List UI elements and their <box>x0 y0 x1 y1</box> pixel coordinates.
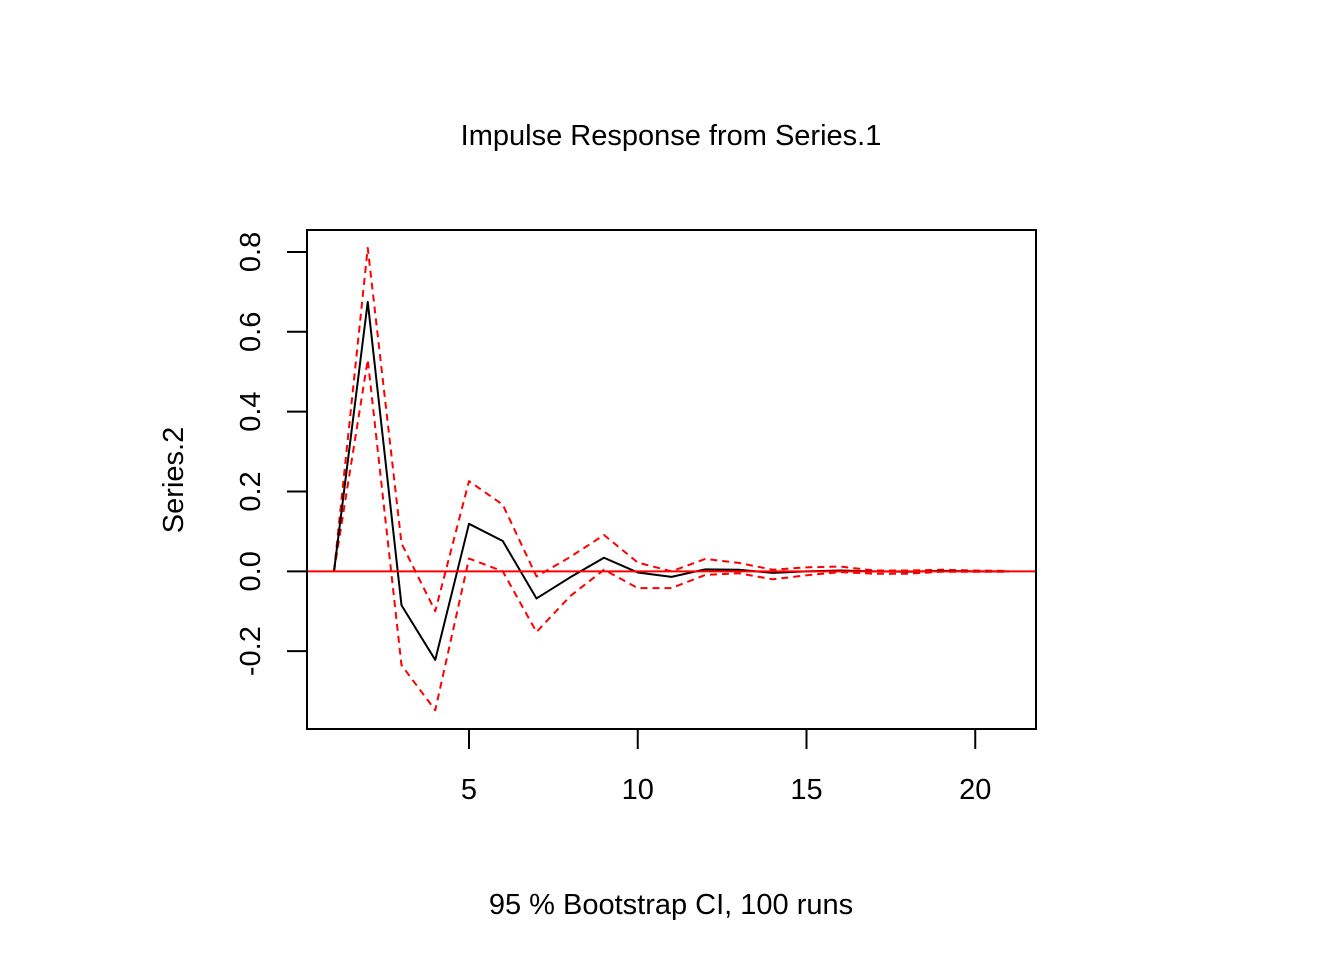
y-tick-label: 0.4 <box>235 391 267 431</box>
series-line-estimate <box>333 300 1009 661</box>
y-tick-label: 0.2 <box>235 471 267 511</box>
y-tick-label: 0.6 <box>235 312 267 352</box>
y-tick-label: 0.0 <box>235 551 267 591</box>
chart-title: Impulse Response from Series.1 <box>461 120 882 152</box>
x-tick-label: 5 <box>461 774 477 806</box>
x-tick-label: 10 <box>622 774 654 806</box>
plot-frame <box>306 229 1037 730</box>
series-line-upper <box>333 246 1010 613</box>
series-group <box>307 246 1036 712</box>
y-axis-label: Series.2 <box>158 427 190 533</box>
x-axis-label: 95 % Bootstrap CI, 100 runs <box>489 889 853 921</box>
x-tick-label: 15 <box>790 774 822 806</box>
y-tick-label: -0.2 <box>235 626 267 676</box>
x-tick-label: 20 <box>959 774 991 806</box>
axes: 5 10 15 20 -0.2 0.0 0.2 0.4 0.6 0.8 <box>235 232 991 806</box>
y-tick-label: 0.8 <box>235 232 267 272</box>
series-line-lower <box>333 358 1009 712</box>
